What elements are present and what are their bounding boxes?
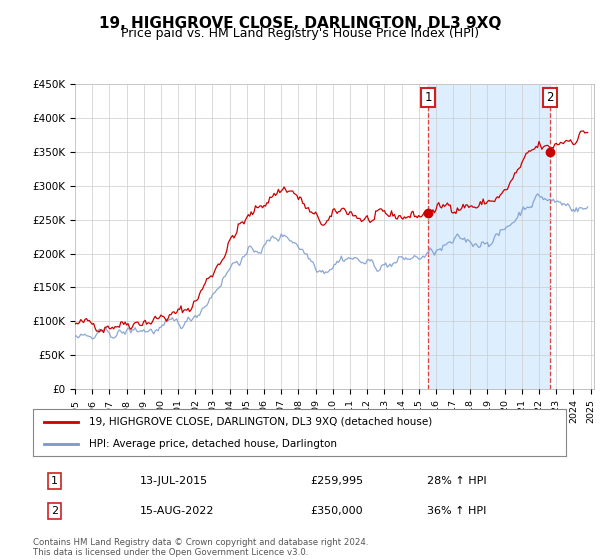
Text: 1: 1 xyxy=(51,476,58,486)
Text: 19, HIGHGROVE CLOSE, DARLINGTON, DL3 9XQ (detached house): 19, HIGHGROVE CLOSE, DARLINGTON, DL3 9XQ… xyxy=(89,417,432,427)
Text: 2: 2 xyxy=(51,506,58,516)
Text: HPI: Average price, detached house, Darlington: HPI: Average price, detached house, Darl… xyxy=(89,438,337,449)
Text: £259,995: £259,995 xyxy=(310,476,363,486)
Text: Price paid vs. HM Land Registry's House Price Index (HPI): Price paid vs. HM Land Registry's House … xyxy=(121,27,479,40)
Text: 36% ↑ HPI: 36% ↑ HPI xyxy=(427,506,487,516)
Text: Contains HM Land Registry data © Crown copyright and database right 2024.
This d: Contains HM Land Registry data © Crown c… xyxy=(33,538,368,557)
Text: 15-AUG-2022: 15-AUG-2022 xyxy=(140,506,214,516)
Text: 28% ↑ HPI: 28% ↑ HPI xyxy=(427,476,487,486)
Text: 2: 2 xyxy=(546,91,553,104)
Text: £350,000: £350,000 xyxy=(310,506,362,516)
Bar xyxy=(428,84,550,389)
Text: 13-JUL-2015: 13-JUL-2015 xyxy=(140,476,208,486)
Text: 1: 1 xyxy=(424,91,432,104)
Text: 19, HIGHGROVE CLOSE, DARLINGTON, DL3 9XQ: 19, HIGHGROVE CLOSE, DARLINGTON, DL3 9XQ xyxy=(99,16,501,31)
